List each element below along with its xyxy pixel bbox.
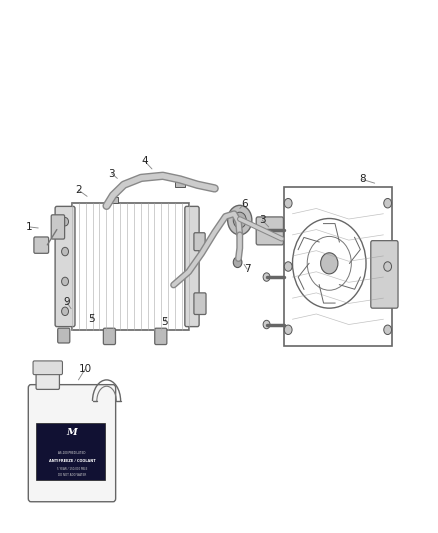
FancyBboxPatch shape	[256, 217, 283, 245]
Text: 8: 8	[359, 174, 366, 184]
Bar	[284, 188, 392, 345]
Text: AS-100 PREDILUTED: AS-100 PREDILUTED	[58, 451, 86, 455]
Circle shape	[321, 253, 338, 274]
Text: 3: 3	[109, 168, 115, 179]
Bar	[175, 181, 185, 188]
Text: 4: 4	[141, 156, 148, 166]
Text: 7: 7	[244, 264, 251, 274]
Circle shape	[263, 273, 270, 281]
FancyBboxPatch shape	[194, 233, 205, 251]
Text: 5: 5	[162, 317, 168, 327]
FancyBboxPatch shape	[194, 293, 206, 314]
Circle shape	[62, 217, 68, 226]
FancyBboxPatch shape	[103, 328, 116, 344]
Text: 5: 5	[88, 314, 95, 324]
Circle shape	[263, 225, 270, 234]
Circle shape	[228, 205, 252, 235]
Bar	[72, 203, 189, 330]
Circle shape	[384, 325, 392, 335]
Bar	[36, 423, 105, 480]
Circle shape	[284, 262, 292, 271]
FancyBboxPatch shape	[371, 241, 398, 308]
Circle shape	[384, 198, 392, 208]
Circle shape	[384, 262, 392, 271]
Circle shape	[62, 247, 68, 256]
Text: M: M	[67, 427, 78, 437]
Circle shape	[284, 325, 292, 335]
Circle shape	[263, 320, 270, 329]
Bar	[108, 197, 118, 203]
Text: 5 YEAR / 150,000 MILE: 5 YEAR / 150,000 MILE	[57, 467, 87, 471]
FancyBboxPatch shape	[36, 372, 60, 390]
Text: ANTIFREEZE / COOLANT: ANTIFREEZE / COOLANT	[49, 459, 95, 463]
Text: 2: 2	[75, 185, 82, 195]
Text: 1: 1	[26, 222, 33, 232]
Circle shape	[233, 257, 242, 268]
FancyBboxPatch shape	[55, 206, 75, 327]
FancyBboxPatch shape	[155, 328, 167, 344]
FancyBboxPatch shape	[51, 215, 65, 239]
FancyBboxPatch shape	[185, 206, 199, 327]
Text: 9: 9	[64, 297, 70, 308]
Text: DO NOT ADD WATER: DO NOT ADD WATER	[58, 473, 86, 478]
FancyBboxPatch shape	[34, 237, 49, 253]
Circle shape	[284, 198, 292, 208]
Circle shape	[233, 212, 246, 228]
Text: 3: 3	[259, 215, 265, 225]
FancyBboxPatch shape	[33, 361, 63, 375]
Text: 10: 10	[78, 365, 92, 374]
Circle shape	[62, 307, 68, 316]
Circle shape	[62, 277, 68, 286]
Text: 6: 6	[241, 199, 247, 209]
FancyBboxPatch shape	[28, 385, 116, 502]
FancyBboxPatch shape	[58, 328, 70, 343]
